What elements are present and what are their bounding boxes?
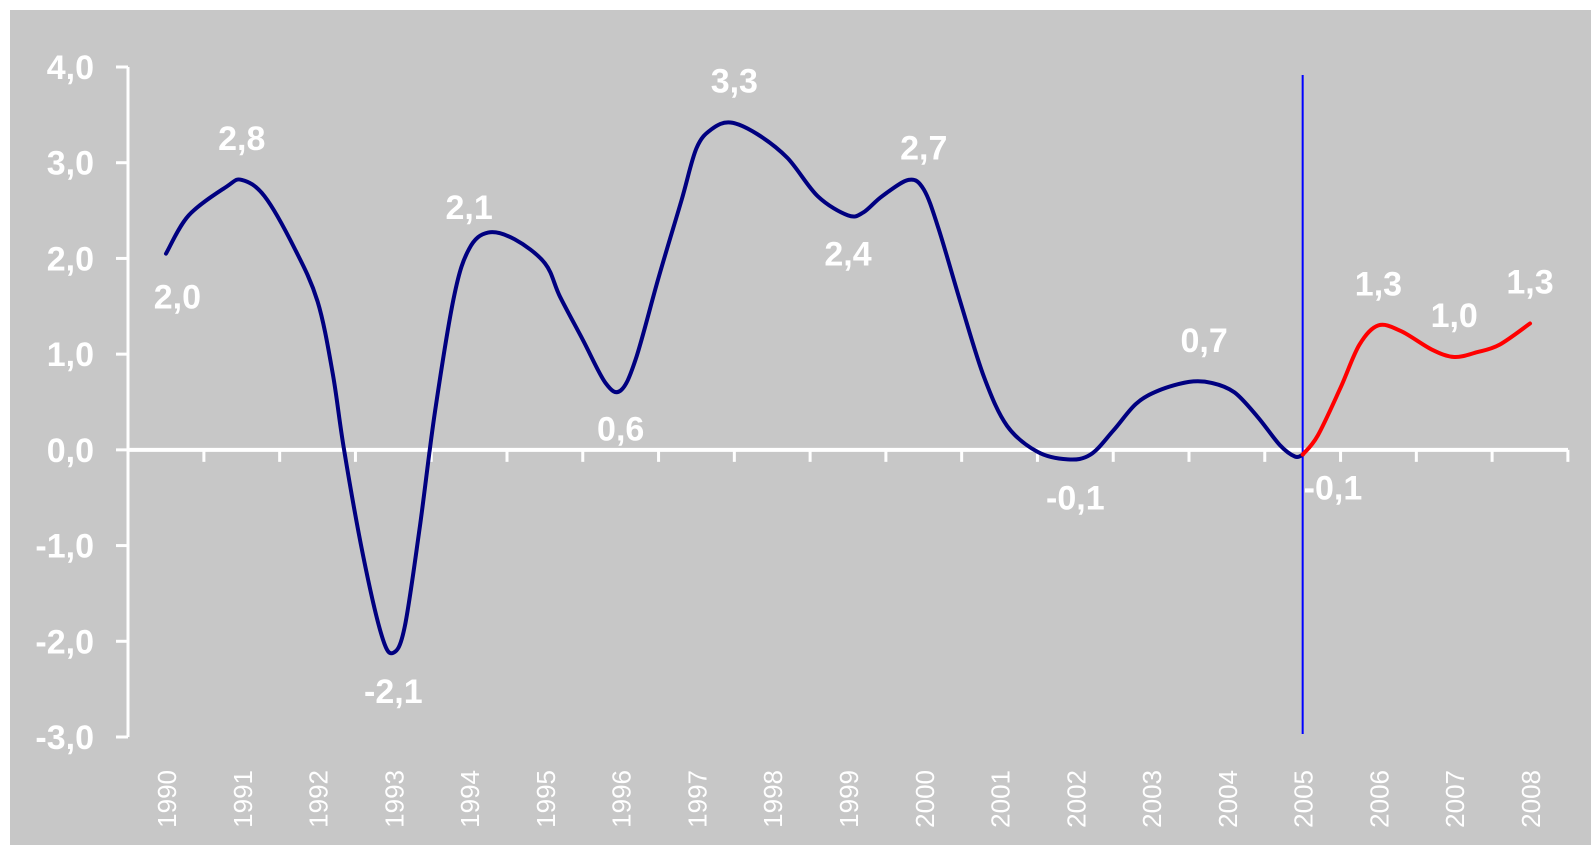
y-tick-label: 4,0 <box>47 49 94 87</box>
chart-background <box>10 10 1591 845</box>
x-tick-label: 2000 <box>910 770 940 828</box>
x-tick-label: 1995 <box>531 770 561 828</box>
y-tick-label: 2,0 <box>47 240 94 278</box>
x-tick-label: 2007 <box>1440 770 1470 828</box>
x-tick-label: 1998 <box>758 770 788 828</box>
data-label: -0,1 <box>1046 479 1105 517</box>
series-layer <box>164 120 1532 656</box>
x-tick-label: 1994 <box>455 770 485 828</box>
x-tick-label: 2004 <box>1213 770 1243 828</box>
x-tick-label: 1997 <box>682 770 712 828</box>
y-tick-label: 1,0 <box>47 336 94 374</box>
x-tick-label: 2005 <box>1289 770 1319 828</box>
data-label: 2,8 <box>218 120 265 158</box>
data-label: 2,7 <box>900 130 947 168</box>
x-tick-label: 1990 <box>152 770 182 828</box>
data-label: 3,3 <box>711 63 758 101</box>
x-tick-label: 1993 <box>379 770 409 828</box>
series-line-0 <box>164 120 1305 656</box>
data-label: -0,1 <box>1304 470 1363 508</box>
x-tick-label: 1991 <box>228 770 258 828</box>
data-label: 0,7 <box>1181 322 1228 360</box>
series-line-1 <box>1300 321 1532 457</box>
data-label: 2,4 <box>824 235 871 273</box>
data-label: 1,3 <box>1506 264 1553 302</box>
data-label: 0,6 <box>597 411 644 449</box>
data-label: -2,1 <box>364 673 423 711</box>
x-tick-label: 2003 <box>1137 770 1167 828</box>
x-tick-label: 1996 <box>607 770 637 828</box>
x-tick-label: 2008 <box>1516 770 1546 828</box>
y-tick-label: -1,0 <box>35 528 94 566</box>
x-tick-label: 2001 <box>986 770 1016 828</box>
x-tick-label: 1999 <box>834 770 864 828</box>
data-label: 1,0 <box>1431 297 1478 335</box>
x-tick-label: 2002 <box>1061 770 1091 828</box>
y-tick-label: -3,0 <box>35 719 94 757</box>
data-label: 1,3 <box>1355 265 1402 303</box>
y-tick-label: 3,0 <box>47 145 94 183</box>
y-tick-label: -2,0 <box>35 623 94 661</box>
data-label: 2,1 <box>445 189 492 227</box>
y-tick-label: 0,0 <box>47 432 94 470</box>
axes: 4,0 3,0 2,0 1,0 0,0 -1,0 -2,0 -3,0 1990 1991 1992 1… <box>35 49 1570 828</box>
x-tick-label: 1992 <box>304 770 334 828</box>
x-tick-label: 2006 <box>1364 770 1394 828</box>
data-label: 2,0 <box>154 278 201 316</box>
data-labels: 2,0 2,8 -2,1 2,1 0,6 3,3 2,4 2,7 -0,1 0,7 -0,1 1,3 1… <box>154 63 1554 711</box>
